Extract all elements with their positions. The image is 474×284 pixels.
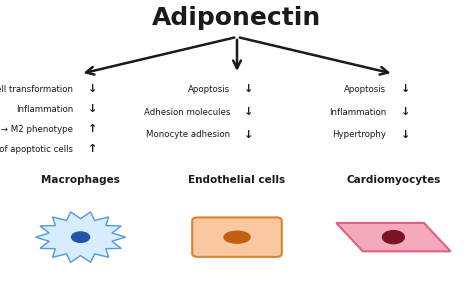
Text: Hypertrophy: Hypertrophy xyxy=(332,130,386,139)
Text: Inflammation: Inflammation xyxy=(329,108,386,117)
Polygon shape xyxy=(336,223,450,251)
Text: ↓: ↓ xyxy=(244,84,254,95)
Text: M1 → M2 phenotype: M1 → M2 phenotype xyxy=(0,125,73,134)
Text: Cardiomyocytes: Cardiomyocytes xyxy=(346,175,441,185)
Text: Apoptosis: Apoptosis xyxy=(188,85,230,94)
Text: Monocyte adhesion: Monocyte adhesion xyxy=(146,130,230,139)
Text: Endothelial cells: Endothelial cells xyxy=(189,175,285,185)
Text: ↓: ↓ xyxy=(401,107,410,117)
Text: ↑: ↑ xyxy=(88,144,97,154)
FancyBboxPatch shape xyxy=(192,218,282,257)
Text: ↓: ↓ xyxy=(88,104,97,114)
Text: Adhesion molecules: Adhesion molecules xyxy=(144,108,230,117)
Text: ↓: ↓ xyxy=(244,107,254,117)
Text: ↑: ↑ xyxy=(88,124,97,134)
Text: ↓: ↓ xyxy=(88,84,97,95)
Text: Foam cell transformation: Foam cell transformation xyxy=(0,85,73,94)
Text: ↓: ↓ xyxy=(401,84,410,95)
Text: ↓: ↓ xyxy=(244,130,254,140)
Text: Macrophages: Macrophages xyxy=(41,175,120,185)
Text: Clearance of apoptotic cells: Clearance of apoptotic cells xyxy=(0,145,73,154)
Ellipse shape xyxy=(224,231,250,243)
Text: ↓: ↓ xyxy=(401,130,410,140)
Text: Inflammation: Inflammation xyxy=(16,105,73,114)
Text: Adiponectin: Adiponectin xyxy=(152,7,322,30)
Text: Apoptosis: Apoptosis xyxy=(344,85,386,94)
Ellipse shape xyxy=(383,231,404,244)
Polygon shape xyxy=(36,212,126,262)
Ellipse shape xyxy=(72,232,90,242)
